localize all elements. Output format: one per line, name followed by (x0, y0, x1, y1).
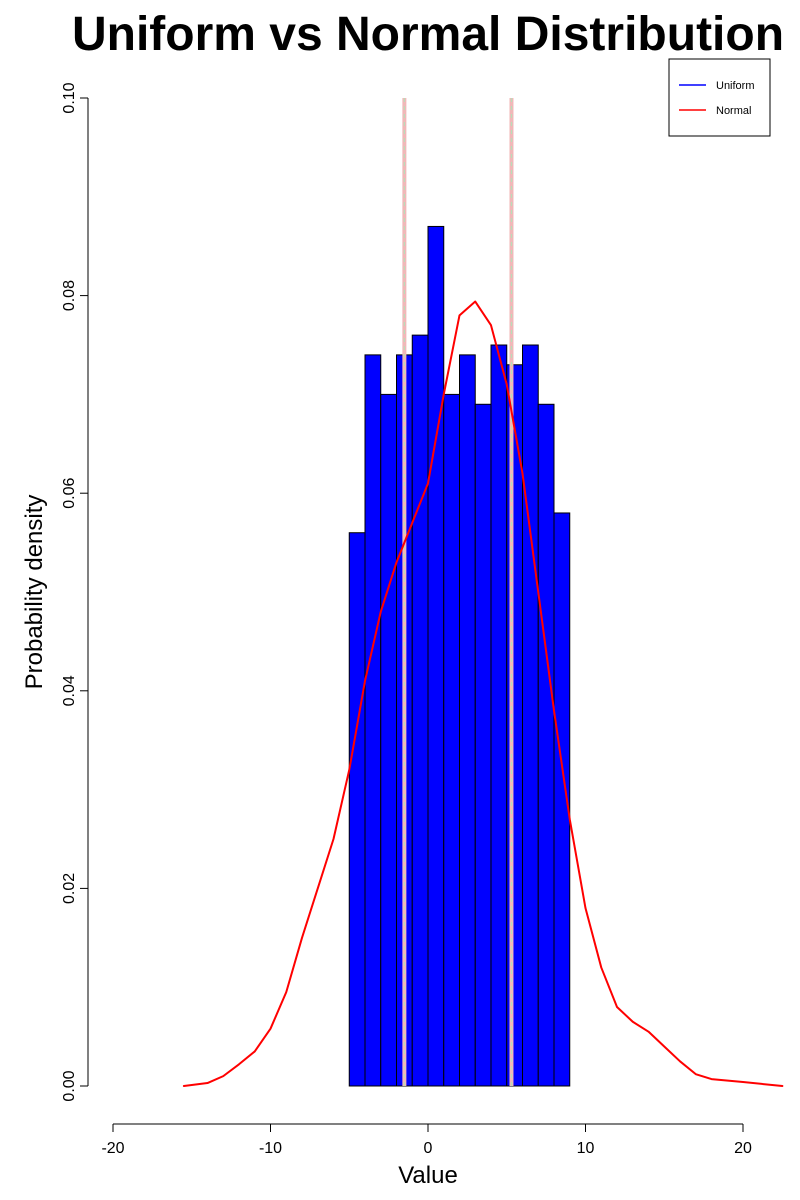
x-tick-label-2: -10 (259, 1140, 282, 1157)
legend-uniform-label: Uniform (716, 80, 755, 92)
uniform-bar-11 (506, 364, 523, 1087)
histogram-bars (348, 225, 571, 1087)
y-tick-label-5: 0.08 (61, 280, 78, 311)
x-tick-label-5: 20 (734, 1140, 752, 1157)
y-tick-label-3: 0.04 (61, 675, 78, 706)
uniform-bar-9 (474, 403, 492, 1087)
legend-box (668, 58, 771, 137)
x-tick-label-3: 0 (424, 1140, 433, 1157)
x-axis: -20 -10 0 10 20 (101, 1123, 752, 1157)
vertical-lines (402, 98, 514, 1086)
y-axis-label: Probability density (21, 495, 48, 690)
uniform-bar-12 (522, 344, 539, 1087)
y-tick-label-6: 0.10 (61, 82, 78, 113)
x-axis-label: Value (398, 1162, 458, 1189)
uniform-bar-6 (427, 225, 445, 1087)
uniform-bar-8 (459, 354, 476, 1087)
x-tick-label-1: -20 (101, 1140, 124, 1157)
y-axis: 0.00 0.02 0.04 0.06 0.08 0.10 (61, 82, 89, 1102)
x-ticks: -20 -10 0 10 20 (101, 1124, 752, 1157)
uniform-bar-3 (380, 393, 397, 1087)
y-tick-label-4: 0.06 (61, 478, 78, 509)
uniform-bar-2 (364, 354, 382, 1087)
uniform-bar-10 (490, 344, 508, 1087)
normal-density-line (182, 300, 784, 1087)
legend: Uniform Normal (668, 58, 771, 137)
y-tick-label-2: 0.02 (61, 873, 78, 904)
legend-normal-label: Normal (716, 105, 751, 117)
uniform-bar-5 (411, 334, 429, 1087)
uniform-bar-7 (443, 393, 460, 1087)
uniform-bar-14 (553, 512, 571, 1087)
normal-line-layer (182, 300, 784, 1087)
chart-title: Uniform vs Normal Distribution (72, 8, 784, 61)
x-tick-label-4: 10 (577, 1140, 595, 1157)
y-ticks: 0.00 0.02 0.04 0.06 0.08 0.10 (61, 82, 88, 1102)
uniform-bar-1 (348, 532, 366, 1087)
y-tick-label-1: 0.00 (61, 1070, 78, 1101)
uniform-bar-13 (537, 403, 555, 1087)
